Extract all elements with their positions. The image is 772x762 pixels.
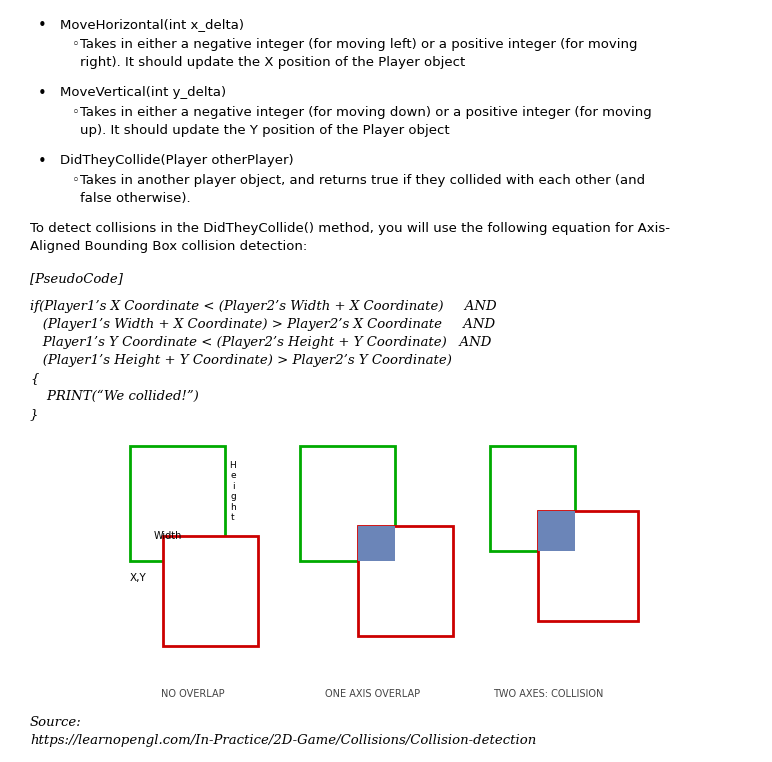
Text: NO OVERLAP: NO OVERLAP xyxy=(161,689,225,699)
Bar xyxy=(163,536,258,646)
Text: To detect collisions in the DidTheyCollide() method, you will use the following : To detect collisions in the DidTheyColli… xyxy=(30,222,670,235)
Text: (Player1’s Height + Y Coordinate) > Player2’s Y Coordinate): (Player1’s Height + Y Coordinate) > Play… xyxy=(30,354,452,367)
Text: right). It should update the X position of the Player object: right). It should update the X position … xyxy=(80,56,466,69)
Text: Aligned Bounding Box collision detection:: Aligned Bounding Box collision detection… xyxy=(30,240,307,253)
Text: (Player1’s Width + X Coordinate) > Player2’s X Coordinate     AND: (Player1’s Width + X Coordinate) > Playe… xyxy=(30,318,495,331)
Bar xyxy=(538,511,575,551)
Text: •: • xyxy=(38,154,47,169)
Text: •: • xyxy=(38,18,47,33)
Text: DidTheyCollide(Player otherPlayer): DidTheyCollide(Player otherPlayer) xyxy=(60,154,293,167)
Bar xyxy=(490,446,575,551)
Text: H
e
i
g
h
t: H e i g h t xyxy=(229,461,236,522)
Text: X,Y: X,Y xyxy=(130,573,147,583)
Bar xyxy=(130,446,225,561)
Bar xyxy=(358,526,395,561)
Text: PRINT(“We collided!”): PRINT(“We collided!”) xyxy=(30,390,198,403)
Text: ONE AXIS OVERLAP: ONE AXIS OVERLAP xyxy=(325,689,420,699)
Text: TWO AXES: COLLISION: TWO AXES: COLLISION xyxy=(493,689,603,699)
Text: MoveHorizontal(int x_delta): MoveHorizontal(int x_delta) xyxy=(60,18,244,31)
Text: Source:: Source: xyxy=(30,716,82,729)
Text: Takes in either a negative integer (for moving left) or a positive integer (for : Takes in either a negative integer (for … xyxy=(80,38,638,51)
Text: ◦: ◦ xyxy=(72,174,80,187)
Text: [PseudoCode]: [PseudoCode] xyxy=(30,272,123,285)
Text: Player1’s Y Coordinate < (Player2’s Height + Y Coordinate)   AND: Player1’s Y Coordinate < (Player2’s Heig… xyxy=(30,336,491,349)
Text: up). It should update the Y position of the Player object: up). It should update the Y position of … xyxy=(80,124,449,137)
Bar xyxy=(358,526,453,636)
Text: Width: Width xyxy=(154,531,181,541)
Text: if(Player1’s X Coordinate < (Player2’s Width + X Coordinate)     AND: if(Player1’s X Coordinate < (Player2’s W… xyxy=(30,300,496,313)
Text: https://learnopengl.com/In-Practice/2D-Game/Collisions/Collision-detection: https://learnopengl.com/In-Practice/2D-G… xyxy=(30,734,537,747)
Text: }: } xyxy=(30,408,39,421)
Bar xyxy=(538,511,638,621)
Text: MoveVertical(int y_delta): MoveVertical(int y_delta) xyxy=(60,86,226,99)
Text: false otherwise).: false otherwise). xyxy=(80,192,191,205)
Text: Takes in another player object, and returns true if they collided with each othe: Takes in another player object, and retu… xyxy=(80,174,645,187)
Text: Takes in either a negative integer (for moving down) or a positive integer (for : Takes in either a negative integer (for … xyxy=(80,106,652,119)
Text: ◦: ◦ xyxy=(72,38,80,51)
Text: {: { xyxy=(30,372,39,385)
Text: ◦: ◦ xyxy=(72,106,80,119)
Bar xyxy=(300,446,395,561)
Text: •: • xyxy=(38,86,47,101)
